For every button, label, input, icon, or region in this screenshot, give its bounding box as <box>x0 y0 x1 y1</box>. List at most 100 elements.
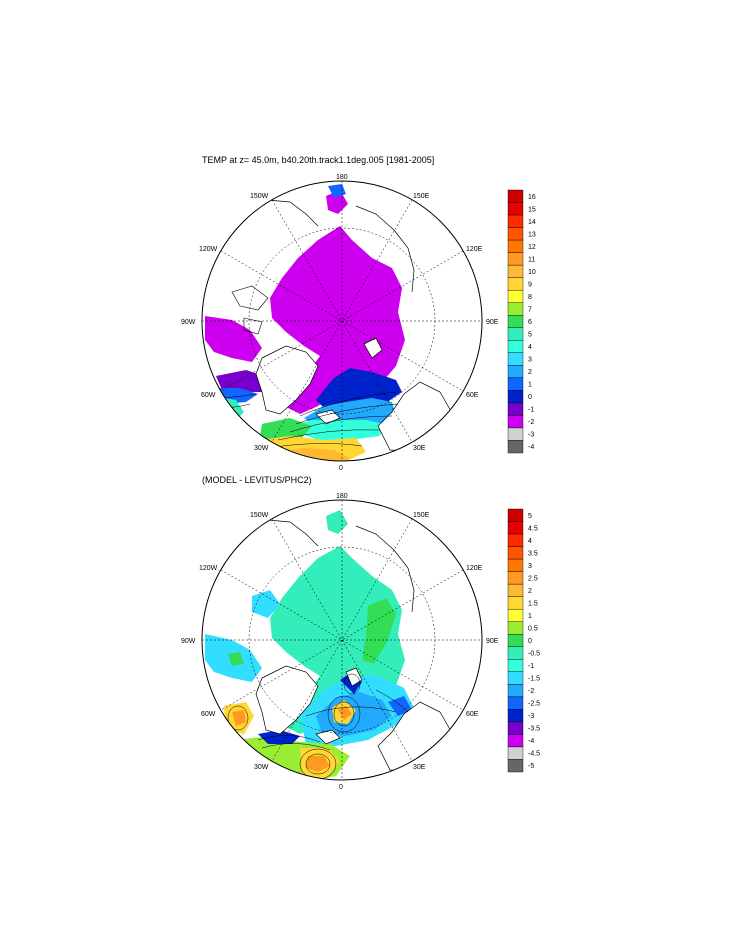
bottom-panel-title: (MODEL - LEVITUS/PHC2) <box>202 475 312 485</box>
top-colorbar-label: 7 <box>528 306 532 313</box>
bottom-atlantic-orange-field <box>306 756 330 772</box>
bottom-labrador-orange-field <box>232 710 246 726</box>
bottom-colorbar-label: -2 <box>528 688 534 695</box>
bottom-contour-lines <box>227 673 409 780</box>
top-colorbar-label: 1 <box>528 382 532 389</box>
bottom-lon-150w: 150W <box>250 512 269 519</box>
bottom-colorbar-label: 4 <box>528 538 532 545</box>
top-bering-strait-field <box>326 190 348 214</box>
bottom-lomonosov-green-field <box>362 598 396 664</box>
bottom-colorbar-swatch <box>507 571 524 585</box>
bottom-polar-map: 180 150E 120E 90E 60E 30E 0 30W 60W 90W … <box>181 493 540 791</box>
bottom-colorbar-swatch <box>507 734 524 748</box>
top-arctic-basin-field <box>270 226 405 414</box>
bottom-canadian-green-field <box>228 652 244 666</box>
top-siberia-coast <box>355 205 415 293</box>
top-colorbar-swatch <box>507 440 524 454</box>
top-graticule <box>202 181 482 461</box>
bottom-bering-field <box>326 510 348 534</box>
bottom-siberia-coast <box>355 525 415 613</box>
top-colorbar-label: 10 <box>528 269 536 276</box>
top-colorbar-swatch <box>507 202 524 216</box>
top-colorbar-label: 2 <box>528 369 532 376</box>
bottom-colorbar-label: 3 <box>528 563 532 570</box>
bottom-colorbar-swatch <box>507 759 524 773</box>
top-colorbar-label: -1 <box>528 407 534 414</box>
bottom-lon-30w: 30W <box>254 764 269 771</box>
top-colorbar-label: 12 <box>528 244 536 251</box>
bottom-colorbar-swatch <box>507 583 524 597</box>
bottom-colorbar-swatch <box>507 746 524 760</box>
bottom-map-fields <box>205 510 457 780</box>
top-colorbar-swatch <box>507 390 524 404</box>
top-colorbar-swatch <box>507 189 524 203</box>
top-colorbar-swatch <box>507 264 524 278</box>
bottom-colorbar-swatch <box>507 709 524 723</box>
top-colorbar-label: -2 <box>528 419 534 426</box>
bottom-colorbar-label: 1 <box>528 613 532 620</box>
top-lon-0: 0 <box>339 465 343 472</box>
bottom-lon-120w: 120W <box>199 565 218 572</box>
bottom-lon-180: 180 <box>336 493 348 500</box>
bottom-colorbar-label: 1.5 <box>528 600 538 607</box>
bottom-barents-blue-field <box>388 696 412 716</box>
top-lon-150e: 150E <box>413 193 430 200</box>
bottom-lon-120e: 120E <box>466 565 483 572</box>
top-colorbar-label: 5 <box>528 332 532 339</box>
bottom-lon-150e: 150E <box>413 512 430 519</box>
bottom-colorbar-label: -3.5 <box>528 726 540 733</box>
top-colorbar-swatch <box>507 402 524 416</box>
bottom-colorbar-swatch <box>507 621 524 635</box>
bottom-colorbar-label: -4.5 <box>528 751 540 758</box>
bottom-colorbar-swatch <box>507 596 524 610</box>
top-colorbar-swatch <box>507 365 524 379</box>
top-lon-120w: 120W <box>199 246 218 253</box>
bottom-lon-90w: 90W <box>181 638 196 645</box>
top-colorbar-swatch <box>507 327 524 341</box>
bottom-graticule <box>202 500 482 780</box>
top-colorbar-swatch <box>507 340 524 354</box>
top-colorbar-swatch <box>507 377 524 391</box>
bottom-colorbar-label: -3 <box>528 713 534 720</box>
bottom-nordic-orange-field <box>338 706 352 720</box>
top-lon-120e: 120E <box>466 246 483 253</box>
top-colorbar-swatch <box>507 315 524 328</box>
top-lon-90e: 90E <box>486 319 499 326</box>
top-lon-60e: 60E <box>466 392 479 399</box>
bottom-colorbar-swatch <box>507 634 524 647</box>
bottom-colorbar-label: -0.5 <box>528 651 540 658</box>
bottom-colorbar-swatch <box>507 659 524 673</box>
top-colorbar-label: 9 <box>528 281 532 288</box>
top-lon-labels: 180 150E 120E 90E 60E 30E 0 30W 60W 90W … <box>181 174 499 472</box>
top-colorbar-swatch <box>507 252 524 266</box>
bottom-lon-30e: 30E <box>413 764 426 771</box>
bottom-colorbar-label: 0.5 <box>528 625 538 632</box>
bottom-lon-labels: 180 150E 120E 90E 60E 30E 0 30W 60W 90W … <box>181 493 499 791</box>
bottom-lon-90e: 90E <box>486 638 499 645</box>
top-colorbar-label: 8 <box>528 294 532 301</box>
bottom-colorbar-swatch <box>507 684 524 698</box>
bottom-colorbar-swatch <box>507 546 524 560</box>
top-lon-60w: 60W <box>201 392 216 399</box>
bottom-colorbar-swatch <box>507 533 524 547</box>
top-bering-blue-field <box>328 184 346 198</box>
top-nordic-aqua-field <box>286 420 384 440</box>
top-atlantic-green-field <box>260 418 312 442</box>
bottom-colorbar-label: 5 <box>528 513 532 520</box>
bottom-colorbar-swatch <box>507 696 524 710</box>
top-colorbar-label: 13 <box>528 231 536 238</box>
top-greenland-land <box>255 345 319 415</box>
top-colorbar-swatch <box>507 289 524 303</box>
bottom-svalbard-land <box>345 667 363 687</box>
top-iceland-land <box>315 409 341 425</box>
top-colorbar-swatch <box>507 227 524 241</box>
top-colorbar-swatch <box>507 427 524 441</box>
bottom-colorbar-label: -5 <box>528 763 534 770</box>
top-lon-150w: 150W <box>250 193 269 200</box>
top-polar-map: 180 150E 120E 90E 60E 30E 0 30W 60W 90W … <box>181 174 536 472</box>
bottom-colorbar-label: 0 <box>528 638 532 645</box>
bottom-colorbar-swatch <box>507 671 524 685</box>
top-colorbar-label: 0 <box>528 394 532 401</box>
bottom-colorbar-label: -1 <box>528 663 534 670</box>
